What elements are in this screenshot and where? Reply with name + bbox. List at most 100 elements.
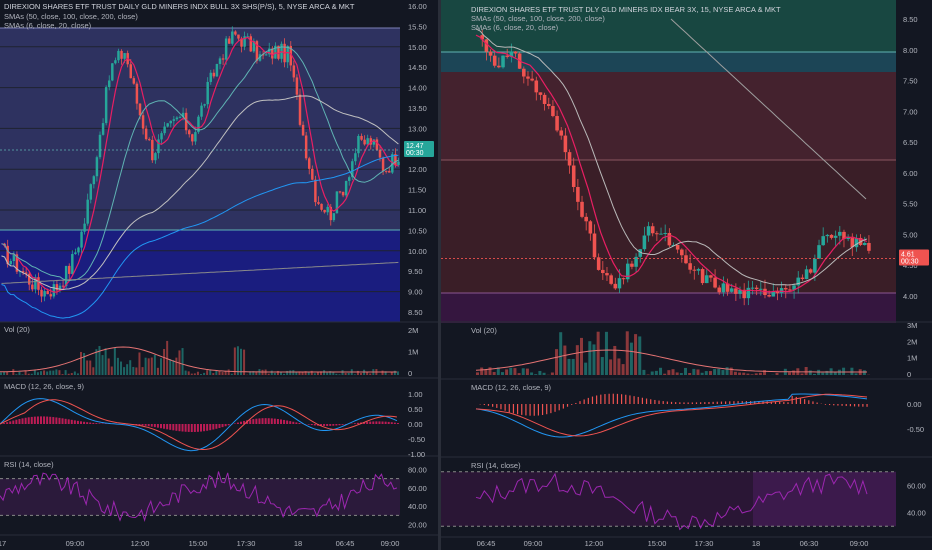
- left-volume-bar: [107, 358, 110, 375]
- left-candle-body: [335, 191, 339, 214]
- right-sma-long-label[interactable]: SMAs (50, close, 100, close, 200, close): [471, 14, 605, 23]
- right-macd-label[interactable]: MACD (12, 26, close, 9): [471, 383, 552, 392]
- left-volume-bar: [316, 371, 319, 375]
- left-macd-histogram: [156, 424, 159, 428]
- right-chart-title[interactable]: DIREXION SHARES ETF TRUST DLY GLD MINERS…: [471, 5, 781, 14]
- right-volume-label[interactable]: Vol (20): [471, 326, 497, 335]
- left-candle-body: [166, 123, 169, 127]
- right-candle-body: [867, 242, 871, 251]
- left-macd-histogram: [61, 418, 64, 424]
- left-macd-histogram: [353, 423, 356, 424]
- left-volume-bar: [307, 372, 310, 375]
- left-macd-histogram: [356, 422, 359, 424]
- left-macd-histogram: [283, 419, 286, 424]
- right-candle-body: [862, 242, 867, 245]
- right-candle-body: [592, 233, 597, 258]
- left-volume-bar: [132, 366, 135, 375]
- right-volume-bar: [659, 367, 663, 375]
- right-price-tick: 6.50: [903, 138, 918, 147]
- right-chart-canvas[interactable]: 8.50 8.00 7.50 7.00 6.50 6.00 5.50 5.00 4.50 4.00…: [441, 0, 932, 550]
- right-candle-body: [584, 216, 588, 222]
- right-sma-50-line: [475, 28, 867, 286]
- right-chart-panel[interactable]: 8.50 8.00 7.50 7.00 6.50 6.00 5.50 5.00 4.50 4.00…: [441, 0, 932, 550]
- right-volume-bar: [575, 345, 579, 375]
- right-volume-tick: 3M: [907, 321, 917, 330]
- left-macd-histogram: [341, 424, 344, 425]
- left-macd-histogram: [55, 417, 58, 424]
- left-macd-histogram: [175, 424, 178, 431]
- right-sma-short-label[interactable]: SMAs (6, close, 20, close): [471, 23, 559, 32]
- left-volume-bar: [52, 370, 55, 375]
- left-sma-long-label[interactable]: SMAs (50, close, 100, close, 200, close): [4, 12, 138, 21]
- left-candle-body: [181, 112, 185, 117]
- left-macd-histogram: [310, 424, 313, 426]
- left-volume-bar: [255, 371, 258, 375]
- left-macd-histogram: [286, 420, 289, 424]
- right-volume-bar: [588, 341, 592, 375]
- right-candle-body: [630, 263, 634, 267]
- right-candle-body: [696, 269, 701, 271]
- left-sma-short-label[interactable]: SMAs (6, close, 20, close): [4, 21, 92, 30]
- right-last-price-tag-countdown: 00:30: [901, 258, 919, 265]
- left-rsi-tick: 20.00: [408, 521, 427, 530]
- right-candle-body: [771, 291, 776, 297]
- left-volume-bar: [390, 372, 393, 375]
- left-chart-panel[interactable]: 16.0015.5015.0014.5014.0013.5013.0012.50…: [0, 0, 438, 550]
- left-volume-bar: [116, 357, 119, 375]
- right-candle-body: [605, 273, 609, 276]
- right-candle-body: [497, 65, 501, 68]
- right-candle-body: [588, 221, 593, 234]
- right-volume-bar: [812, 373, 816, 375]
- right-volume-bar: [713, 369, 717, 375]
- left-volume-label[interactable]: Vol (20): [4, 325, 30, 334]
- right-candle-body: [580, 201, 584, 217]
- right-price-tick: 4.00: [903, 292, 918, 301]
- right-candle-body: [717, 287, 722, 293]
- left-macd-histogram: [163, 424, 166, 429]
- left-volume-bar: [187, 371, 190, 375]
- left-macd-histogram: [193, 424, 196, 432]
- left-macd-label[interactable]: MACD (12, 26, close, 9): [4, 382, 85, 391]
- right-volume-bar: [625, 331, 629, 375]
- left-volume-bar: [27, 373, 30, 375]
- right-volume-bar: [621, 364, 625, 375]
- right-volume-bar: [750, 374, 754, 375]
- right-candle-body: [642, 235, 647, 250]
- chart-divider[interactable]: [438, 0, 441, 550]
- left-sma-100-line: [1, 154, 399, 319]
- left-rsi-label[interactable]: RSI (14, close): [4, 460, 54, 469]
- left-price-tick: 13.00: [408, 124, 427, 133]
- left-candle-body: [314, 179, 317, 203]
- left-candle-body: [197, 116, 200, 133]
- left-price-tick: 12.00: [408, 165, 427, 174]
- left-candle-body: [277, 45, 280, 59]
- left-volume-bar: [267, 373, 270, 375]
- left-volume-bar: [295, 371, 298, 375]
- right-rsi-label[interactable]: RSI (14, close): [471, 461, 521, 470]
- right-candle-body: [767, 295, 771, 297]
- left-candle-body: [347, 177, 351, 181]
- left-candle-body: [64, 265, 68, 287]
- left-volume-bar: [169, 359, 172, 375]
- left-candle-body: [175, 117, 179, 120]
- left-volume-bar: [80, 351, 82, 375]
- left-chart-canvas[interactable]: 16.0015.5015.0014.5014.0013.5013.0012.50…: [0, 0, 438, 550]
- left-candle-body: [24, 272, 28, 274]
- right-candle-body: [555, 116, 559, 131]
- left-macd-histogram: [89, 422, 92, 424]
- left-chart-title[interactable]: DIREXION SHARES ETF TRUST DAILY GLD MINE…: [4, 2, 355, 11]
- right-price-tick: 8.00: [903, 46, 918, 55]
- right-volume-bar: [746, 373, 750, 375]
- right-candle-body: [713, 277, 717, 288]
- left-volume-bar: [73, 371, 76, 375]
- left-macd-histogram: [33, 416, 36, 424]
- right-volume-bar: [650, 371, 654, 375]
- left-candle-body: [43, 291, 46, 297]
- left-volume-bar: [21, 374, 24, 375]
- right-volume-bar: [862, 370, 866, 375]
- left-volume-bar: [129, 360, 132, 375]
- right-candle-body: [721, 283, 726, 293]
- left-volume-bar: [280, 371, 282, 375]
- left-volume-bar: [156, 367, 159, 375]
